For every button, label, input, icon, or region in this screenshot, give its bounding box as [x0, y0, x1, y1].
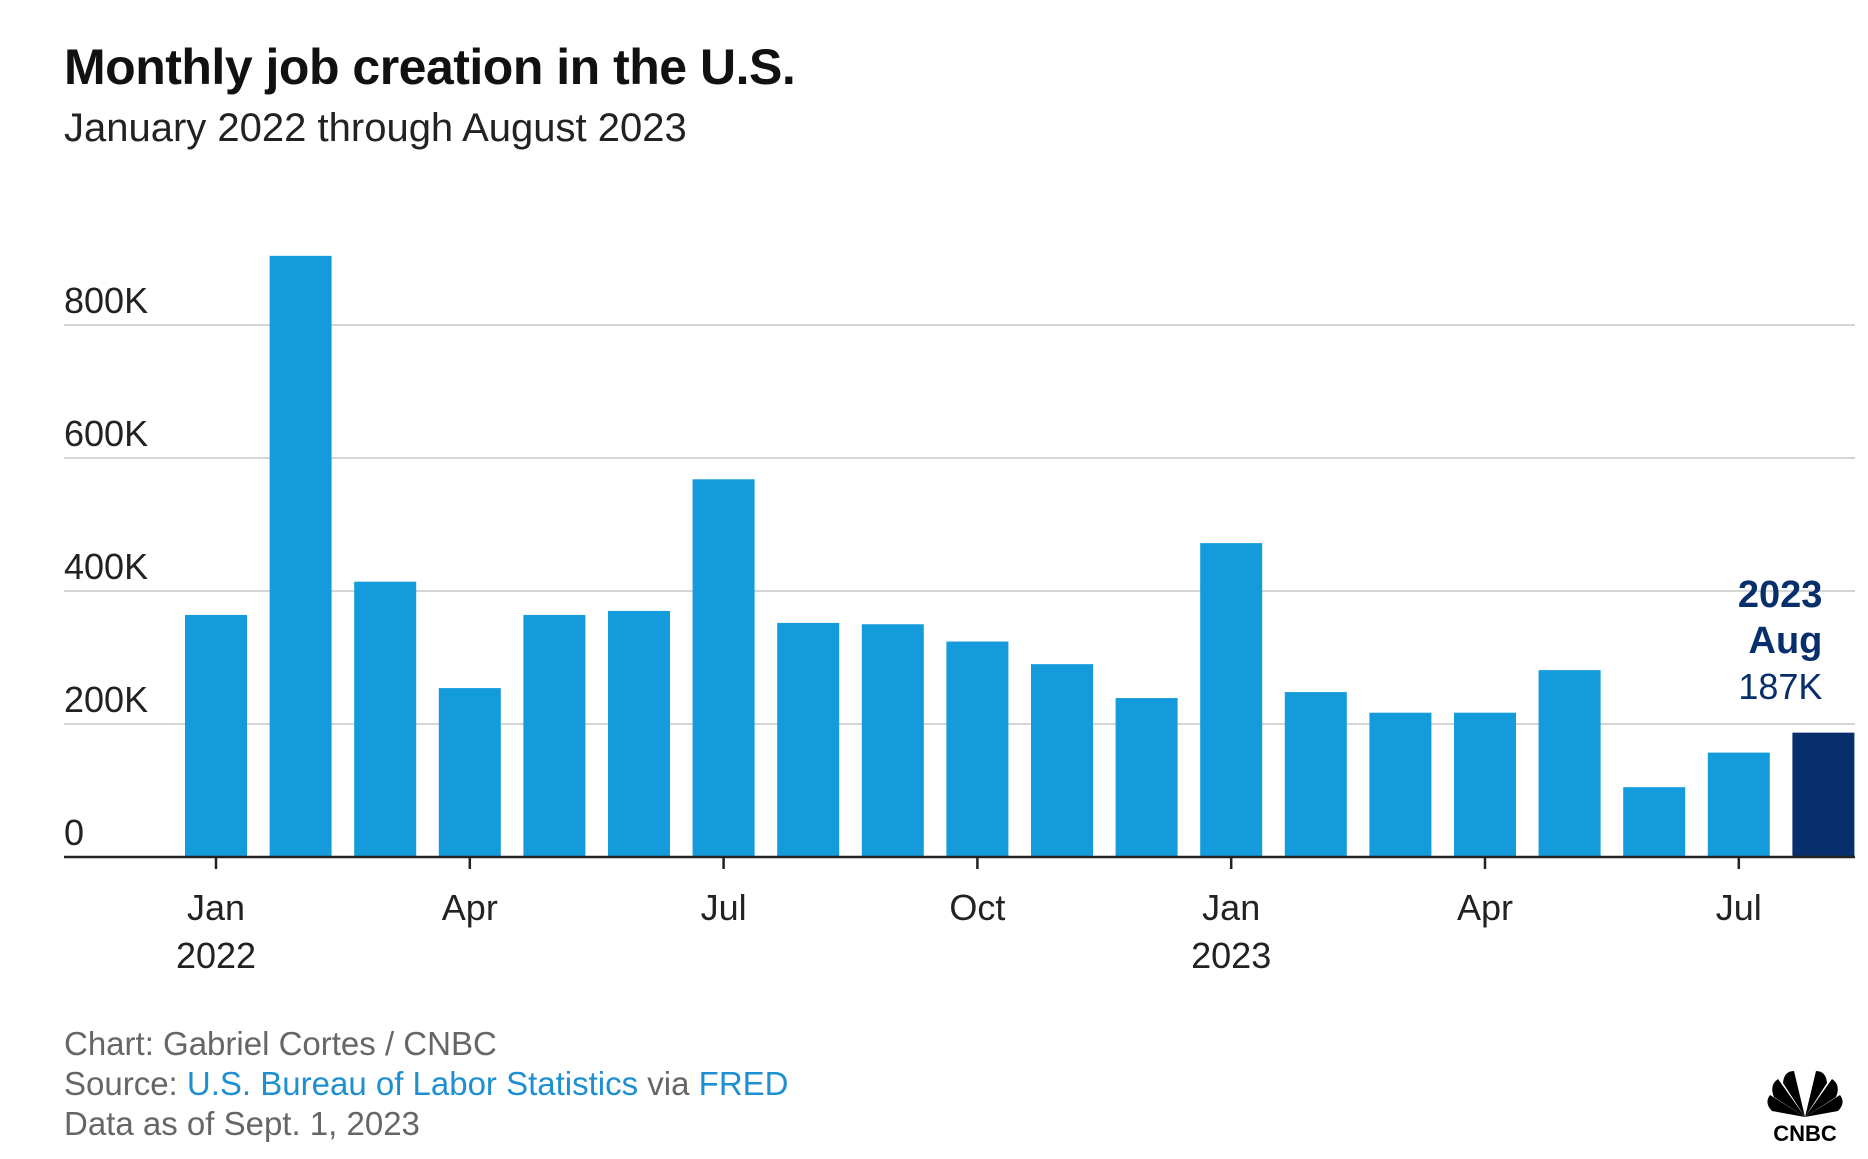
bar — [1369, 712, 1432, 857]
bar — [1538, 670, 1601, 857]
chart-title: Monthly job creation in the U.S. — [64, 39, 796, 95]
axis-labels: 0 200K 400K 600K 800K Jan 2022 Apr Jul Oct Jan 2023… — [64, 280, 1762, 976]
bar — [1031, 664, 1093, 857]
x-axis — [64, 855, 1855, 869]
y-tick-label: 200K — [64, 679, 148, 720]
cnbc-logo: CNBC — [1767, 1071, 1843, 1145]
y-tick-label: 400K — [64, 546, 148, 587]
y-tick-label: 0 — [64, 812, 84, 853]
x-tick-label: Apr — [1457, 887, 1513, 928]
data-as-of: Data as of Sept. 1, 2023 — [64, 1105, 420, 1142]
source-via: via — [638, 1065, 699, 1102]
bar — [1200, 543, 1263, 857]
x-tick-label: Oct — [949, 887, 1005, 928]
bar — [354, 581, 417, 857]
chart-subtitle: January 2022 through August 2023 — [64, 106, 687, 150]
bar — [438, 688, 501, 857]
bar — [608, 610, 670, 857]
source-line: Source: U.S. Bureau of Labor Statistics … — [64, 1065, 789, 1103]
bar — [269, 255, 332, 858]
bar — [777, 622, 840, 857]
bar — [1454, 712, 1516, 857]
x-tick-label: Jan — [187, 887, 245, 928]
bar — [1115, 698, 1178, 857]
x-tick-label: Jul — [1716, 887, 1762, 928]
cnbc-peacock-icon — [1767, 1071, 1843, 1117]
cnbc-logo-text: CNBC — [1773, 1121, 1837, 1145]
source-prefix: Source: — [64, 1065, 187, 1102]
annotation-value: 187K — [1738, 666, 1822, 707]
source-fred-link[interactable]: FRED — [698, 1065, 789, 1102]
y-tick-label: 800K — [64, 280, 148, 321]
x-tick-sublabel: 2022 — [176, 935, 256, 976]
bar-chart: 0 200K 400K 600K 800K Jan 2022 Apr Jul Oct Jan 2023… — [64, 255, 1855, 976]
annotation-month: Aug — [1749, 620, 1823, 662]
x-tick-sublabel: 2023 — [1191, 935, 1271, 976]
bar — [692, 479, 755, 857]
bar — [523, 614, 586, 857]
chart-credit: Chart: Gabriel Cortes / CNBC — [64, 1025, 497, 1062]
bars — [185, 255, 1855, 858]
bar — [861, 624, 924, 857]
annotation-year: 2023 — [1738, 574, 1823, 616]
bar — [1284, 692, 1347, 857]
y-tick-label: 600K — [64, 413, 148, 454]
bar — [185, 614, 247, 857]
x-tick-label: Apr — [442, 887, 498, 928]
bar — [1623, 787, 1686, 857]
bar — [1792, 732, 1855, 857]
bar — [1707, 752, 1770, 857]
x-tick-label: Jul — [701, 887, 747, 928]
source-bls-link[interactable]: U.S. Bureau of Labor Statistics — [186, 1065, 639, 1102]
bar — [946, 641, 1009, 857]
x-tick-label: Jan — [1202, 887, 1260, 928]
